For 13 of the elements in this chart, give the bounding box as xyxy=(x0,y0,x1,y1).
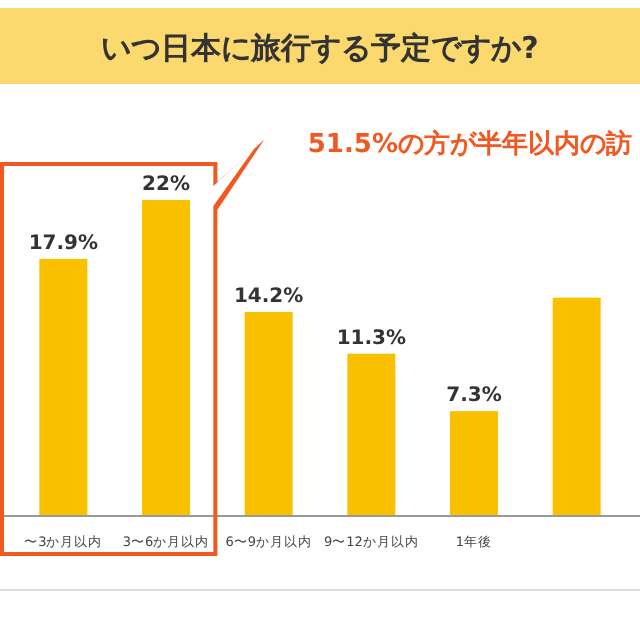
data-label: 17.9% xyxy=(28,232,99,255)
data-label: 11.3% xyxy=(336,327,407,350)
bar xyxy=(450,411,498,516)
bar xyxy=(39,258,88,516)
data-label: 14.2% xyxy=(233,286,304,309)
bar xyxy=(552,297,601,516)
bar xyxy=(347,353,396,516)
bar xyxy=(142,200,190,516)
data-label: 22% xyxy=(142,174,190,196)
bar xyxy=(244,312,293,516)
chart-title: いつ日本に旅行する予定ですか? xyxy=(101,30,539,66)
text: 51.5%の方が半年以内の訪 xyxy=(307,128,632,160)
data-label: 7.3% xyxy=(446,385,502,408)
